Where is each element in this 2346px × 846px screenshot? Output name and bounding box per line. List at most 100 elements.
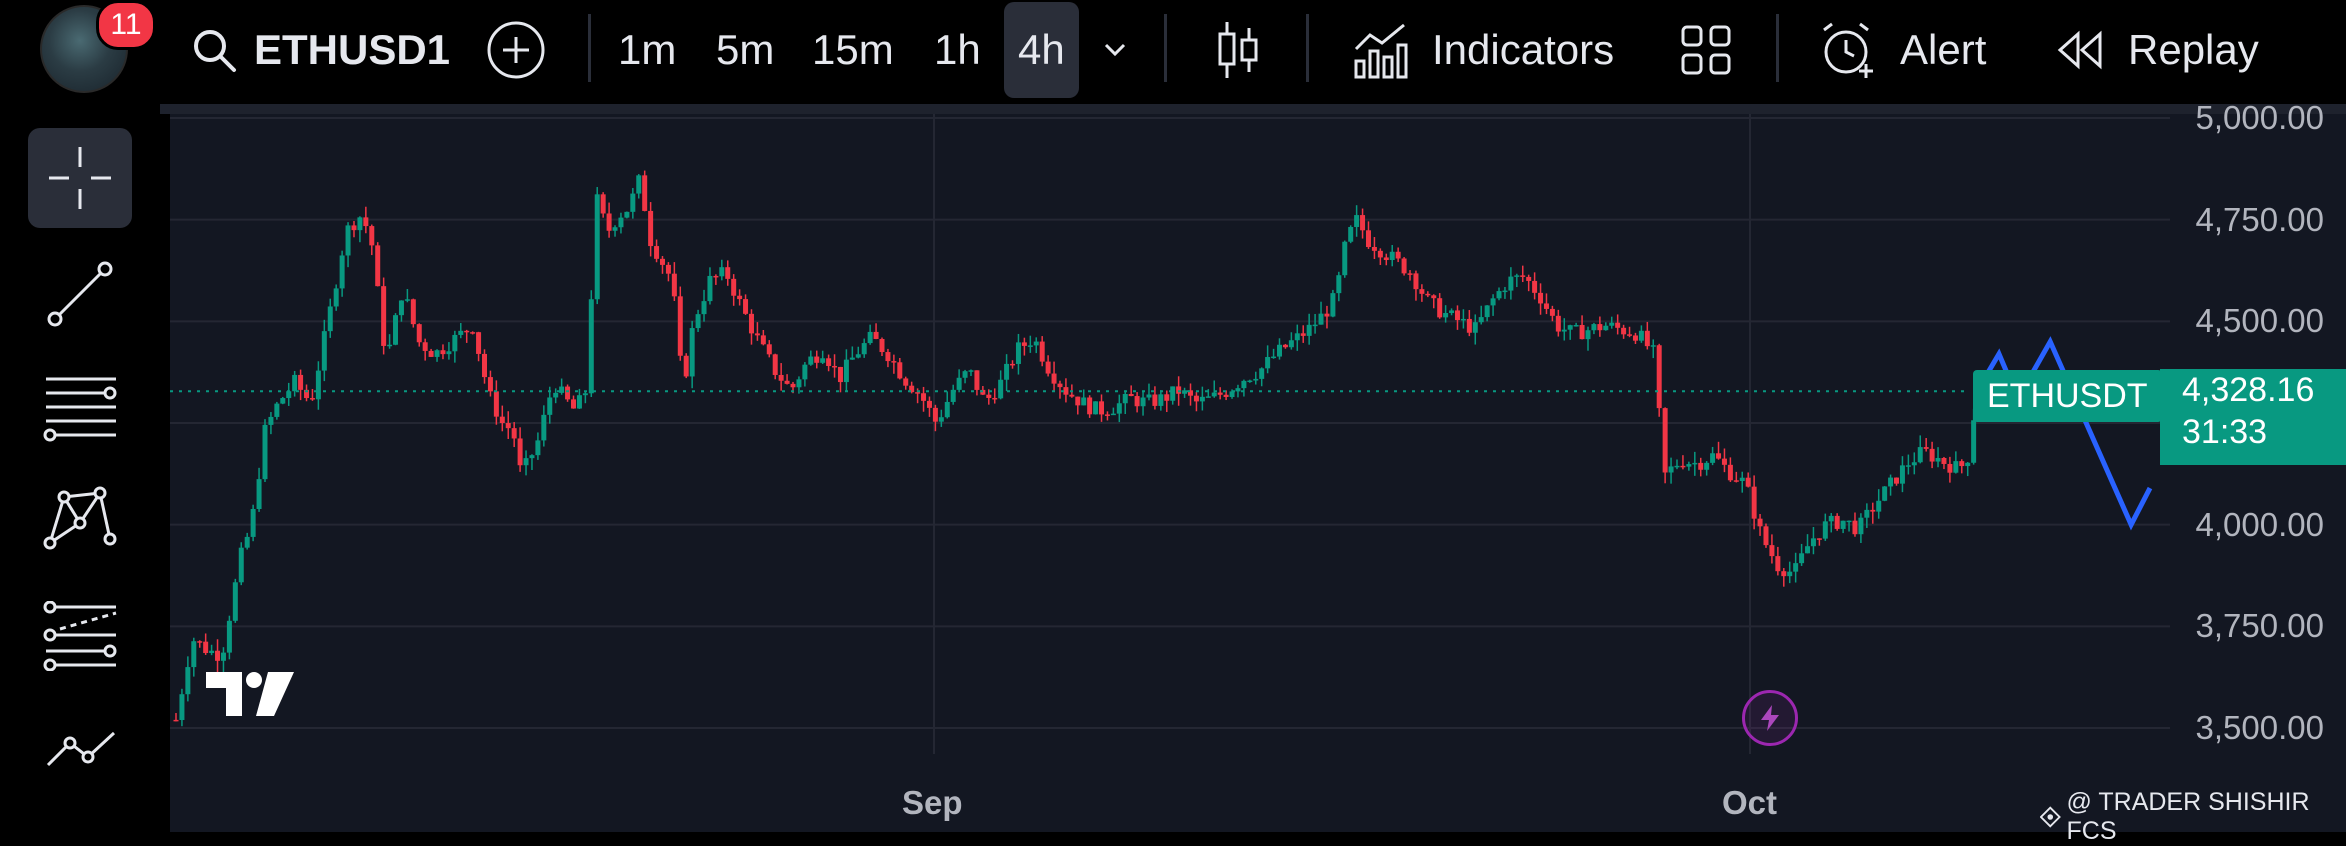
- candle-body: [1123, 394, 1128, 403]
- candle-body: [1437, 298, 1442, 317]
- candle-body: [755, 333, 760, 335]
- chart-canvas[interactable]: [170, 114, 2346, 832]
- candle-body: [850, 358, 855, 360]
- last-price-value: 4,328.16: [2182, 369, 2346, 411]
- timeframe-1m[interactable]: 1m: [618, 0, 676, 100]
- add-symbol-button[interactable]: [486, 0, 546, 100]
- candle-body: [280, 398, 285, 404]
- symbol-search-button[interactable]: ETHUSD1: [190, 0, 450, 100]
- alert-button[interactable]: Alert: [1818, 0, 1986, 100]
- candle-body: [1502, 291, 1507, 293]
- y-tick-label: 4,750.00: [2196, 201, 2324, 239]
- candle-body: [1633, 335, 1638, 340]
- indicators-button[interactable]: Indicators: [1352, 0, 1614, 100]
- candle-body: [1034, 342, 1039, 346]
- candle-body: [1544, 303, 1549, 308]
- candle-body: [375, 245, 380, 286]
- candle-body: [690, 328, 695, 376]
- candle-body: [1497, 291, 1502, 298]
- candle-body: [1752, 487, 1757, 519]
- candle-body: [601, 194, 606, 213]
- candle-body: [1888, 478, 1893, 487]
- candle-body: [1520, 275, 1525, 277]
- candle-body: [1366, 230, 1371, 247]
- pattern-tool[interactable]: [28, 468, 132, 568]
- chart-type-button[interactable]: [1216, 0, 1260, 100]
- divider: [588, 14, 591, 82]
- candle-body: [630, 194, 635, 212]
- candle-body: [1075, 397, 1080, 406]
- candle-body: [1586, 330, 1591, 339]
- candle-body: [298, 375, 303, 390]
- candles: [174, 171, 1977, 727]
- candle-body: [446, 351, 451, 354]
- crosshair-tool[interactable]: [28, 128, 132, 228]
- candle-body: [571, 399, 576, 408]
- x-tick-oct: Oct: [1722, 784, 1777, 822]
- candle-body: [316, 371, 321, 400]
- timeframe-5m[interactable]: 5m: [716, 0, 774, 100]
- candle-body: [1805, 546, 1810, 553]
- trendline-tool[interactable]: [28, 244, 132, 344]
- candle-body: [1936, 458, 1941, 462]
- timeframe-4h[interactable]: 4h: [1004, 2, 1079, 98]
- candle-body: [1117, 403, 1122, 413]
- candle-body: [1057, 384, 1062, 387]
- replay-button[interactable]: Replay: [2056, 0, 2259, 100]
- candle-body: [1040, 342, 1045, 362]
- candle-body: [802, 365, 807, 380]
- lightning-icon: [1755, 703, 1785, 733]
- event-marker[interactable]: [1742, 690, 1798, 746]
- candle-body: [274, 404, 279, 417]
- candle-body: [1645, 331, 1650, 346]
- fib-tool[interactable]: [28, 358, 132, 458]
- candle-body: [1283, 345, 1288, 347]
- arrow-path-tool[interactable]: [28, 698, 132, 798]
- candle-body: [702, 301, 707, 314]
- candle-body: [1408, 273, 1413, 275]
- alert-label: Alert: [1900, 26, 1986, 74]
- layout-button[interactable]: [1680, 0, 1732, 100]
- candle-body: [1010, 364, 1015, 366]
- candle-body: [957, 378, 962, 390]
- candle-body: [1063, 387, 1068, 395]
- candle-body: [1307, 325, 1312, 336]
- candle-body: [1532, 281, 1537, 293]
- candle-body: [1016, 342, 1021, 364]
- timeframe-15m[interactable]: 15m: [812, 0, 894, 100]
- candle-body: [405, 299, 410, 301]
- candle-body: [796, 379, 801, 387]
- candle-body: [1253, 379, 1258, 381]
- candle-body: [844, 360, 849, 382]
- arrow-path-icon: [40, 713, 120, 783]
- tradingview-logo-icon: [202, 666, 298, 722]
- candle-body: [1918, 447, 1923, 462]
- price-chart[interactable]: 5,000.00 4,750.00 4,500.00 4,000.00 3,75…: [170, 114, 2346, 832]
- candle-body: [743, 299, 748, 314]
- indicators-icon: [1352, 21, 1410, 79]
- timeframe-dropdown[interactable]: [1100, 0, 1130, 100]
- candle-body: [1419, 289, 1424, 294]
- candle-body: [1330, 293, 1335, 316]
- candle-body: [1449, 310, 1454, 313]
- candle-body: [381, 286, 386, 346]
- y-tick-label: 4,000.00: [2196, 506, 2324, 544]
- candle-body: [1200, 397, 1205, 402]
- candle-body: [1277, 345, 1282, 357]
- candle-body: [1455, 310, 1460, 320]
- candle-body: [577, 395, 582, 408]
- candle-body: [1799, 553, 1804, 563]
- candle-body: [1680, 466, 1685, 468]
- drawing-toolbar: [0, 104, 160, 832]
- candle-body: [1769, 545, 1774, 556]
- candle-body: [1728, 465, 1733, 480]
- candle-body: [1580, 325, 1585, 339]
- candles-icon: [1216, 20, 1260, 80]
- candle-body: [1746, 478, 1751, 487]
- candle-body: [1906, 465, 1911, 467]
- candle-body: [897, 362, 902, 378]
- forecast-tool[interactable]: [28, 586, 132, 686]
- candle-body: [707, 276, 712, 301]
- candle-body: [1111, 414, 1116, 416]
- timeframe-1h[interactable]: 1h: [934, 0, 981, 100]
